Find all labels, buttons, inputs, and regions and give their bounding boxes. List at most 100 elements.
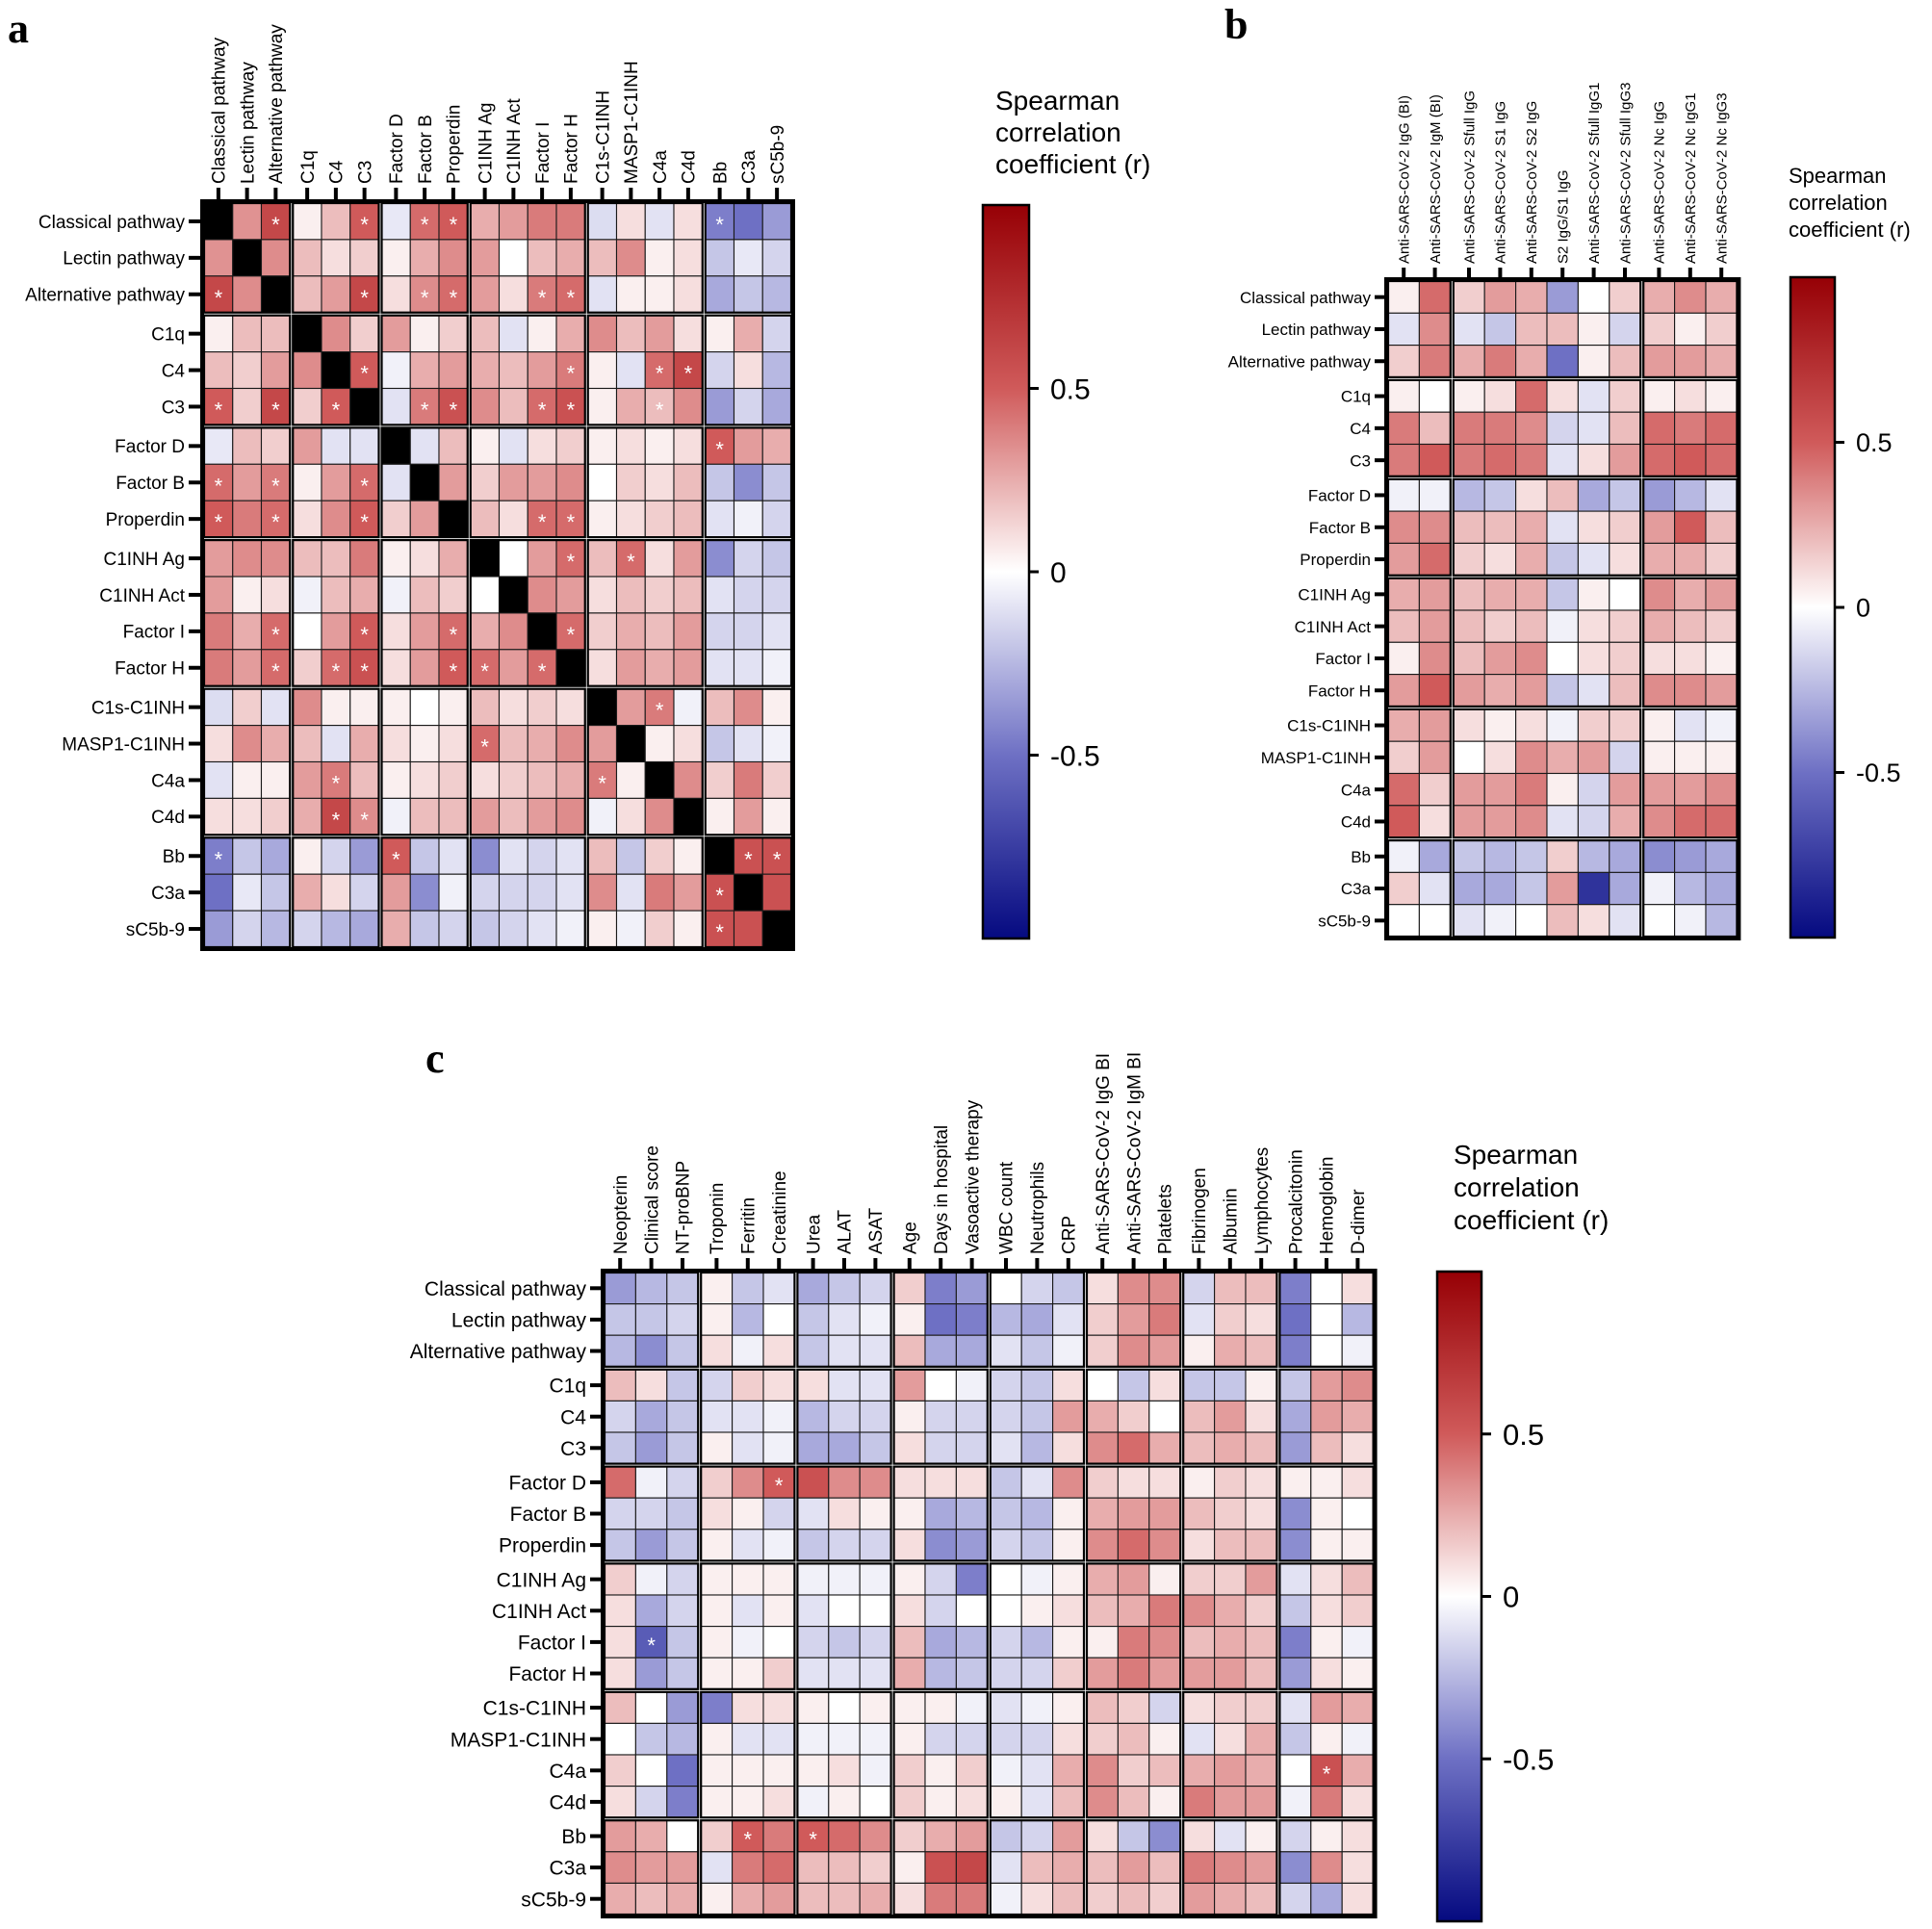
heatmap-cell [1310,1334,1343,1368]
heatmap-cell [1278,1722,1312,1756]
heatmap-cell [470,500,501,538]
heatmap-cell [1705,904,1738,938]
heatmap-cell [1418,542,1452,577]
heatmap-cell [498,910,528,948]
heatmap-cell [587,836,618,875]
heatmap-cell [1546,510,1579,544]
column-label: ALAT [836,1209,856,1254]
colorbar-tick-label: 0.5 [1050,373,1091,405]
heatmap-cell [1310,1400,1343,1433]
column-label: Vasoactive therapy [963,1099,983,1254]
heatmap-cell [527,576,557,614]
panel-letter-b: b [1224,1,1248,48]
cell-group-frame [989,1562,1086,1690]
heatmap-cell [634,1369,668,1402]
cell-group-frame [1085,1465,1182,1562]
heatmap-cell [1705,708,1738,742]
heatmap-cell [1182,1657,1216,1690]
heatmap-cell [1052,1626,1085,1659]
heatmap-cell [1453,345,1485,378]
heatmap-cell [732,1529,764,1561]
heatmap-cell [666,1882,699,1916]
heatmap-cell [1182,1594,1216,1628]
heatmap-cell [762,1754,795,1788]
heatmap-cell [1546,542,1579,577]
heatmap-cell [1577,478,1610,512]
cell-group-frame [586,314,704,426]
column-label: C1q [298,150,319,184]
heatmap-cell [924,1754,957,1788]
heatmap-cell [1705,641,1738,676]
cell-group-frame [292,314,380,426]
column-label: Lymphocytes [1252,1147,1273,1254]
heatmap-cell [1117,1786,1150,1818]
heatmap-cell [1705,345,1738,378]
colorbar-tick-label: 0 [1503,1581,1519,1614]
heatmap-cell [1674,740,1707,775]
heatmap-cell [924,1626,957,1659]
heatmap-cell [1245,1497,1277,1530]
heatmap-cell [1483,578,1517,611]
heatmap-cell [924,1400,957,1433]
heatmap-cell [955,1754,989,1788]
heatmap-cell [1245,1882,1277,1916]
heatmap-cell [1341,1657,1375,1690]
heatmap-cell [1515,772,1548,807]
heatmap-cell [1642,312,1676,347]
heatmap-cell [1453,805,1485,838]
heatmap-cell [924,1369,957,1402]
heatmap-cell [733,760,763,799]
heatmap-cell [733,315,763,353]
heatmap-cell [555,387,586,425]
significance-asterisk: * [684,362,693,386]
heatmap-cell [232,500,263,538]
row-label: C4a [549,1761,586,1783]
heatmap-cell [1214,1466,1247,1499]
heatmap-cell [1020,1786,1054,1818]
heatmap-cell [859,1851,892,1884]
heatmap-cell [1341,1786,1375,1818]
heatmap-cell [1515,871,1548,906]
row-label: C1q [1341,388,1371,406]
cell-group-frame [380,426,469,539]
heatmap-panel-a: * * * * * * * * * * * * * * * * * * * * * * * * * * * * * * * * * * * * * * * *… [25,24,1150,951]
heatmap-cell [1052,1786,1085,1818]
heatmap-cell [705,387,735,425]
heatmap-cell [587,239,618,277]
heatmap-cell [1182,1466,1216,1499]
heatmap-cell [893,1786,926,1818]
heatmap-cell [203,688,234,727]
heatmap-cell [470,426,501,465]
heatmap-cell [761,649,792,687]
cell-group-frame [892,1690,989,1819]
heatmap-cell [762,1819,795,1853]
heatmap-cell [349,910,380,948]
heatmap-cell [1515,542,1548,577]
heatmap-cell [1577,708,1610,742]
row-label: Factor D [1308,487,1371,505]
heatmap-cell [380,275,411,314]
heatmap-cell [203,351,234,390]
heatmap-cell [1117,1466,1150,1499]
heatmap-cell [1245,1657,1277,1690]
significance-asterisk: * [450,623,458,647]
heatmap-cell [292,239,322,277]
heatmap-cell [1387,478,1420,512]
heatmap-cell [232,649,263,687]
row-label: Bb [1351,848,1371,866]
heatmap-cell [587,351,618,390]
heatmap-cell [498,649,528,687]
heatmap-cell [705,873,735,912]
heatmap-cell [1515,345,1548,378]
heatmap-cell [409,239,440,277]
heatmap-cell [1418,312,1452,347]
column-label: Procalcitonin [1286,1149,1306,1254]
row-label: C3 [1350,451,1371,470]
heatmap-cell [1515,578,1548,611]
heatmap-cell [1214,1819,1247,1853]
row-label: Classical pathway [39,213,186,233]
heatmap-cell [1182,1303,1216,1336]
heatmap-cell [1546,641,1579,676]
heatmap-cell [1515,641,1548,676]
heatmap-cell [1609,740,1641,775]
